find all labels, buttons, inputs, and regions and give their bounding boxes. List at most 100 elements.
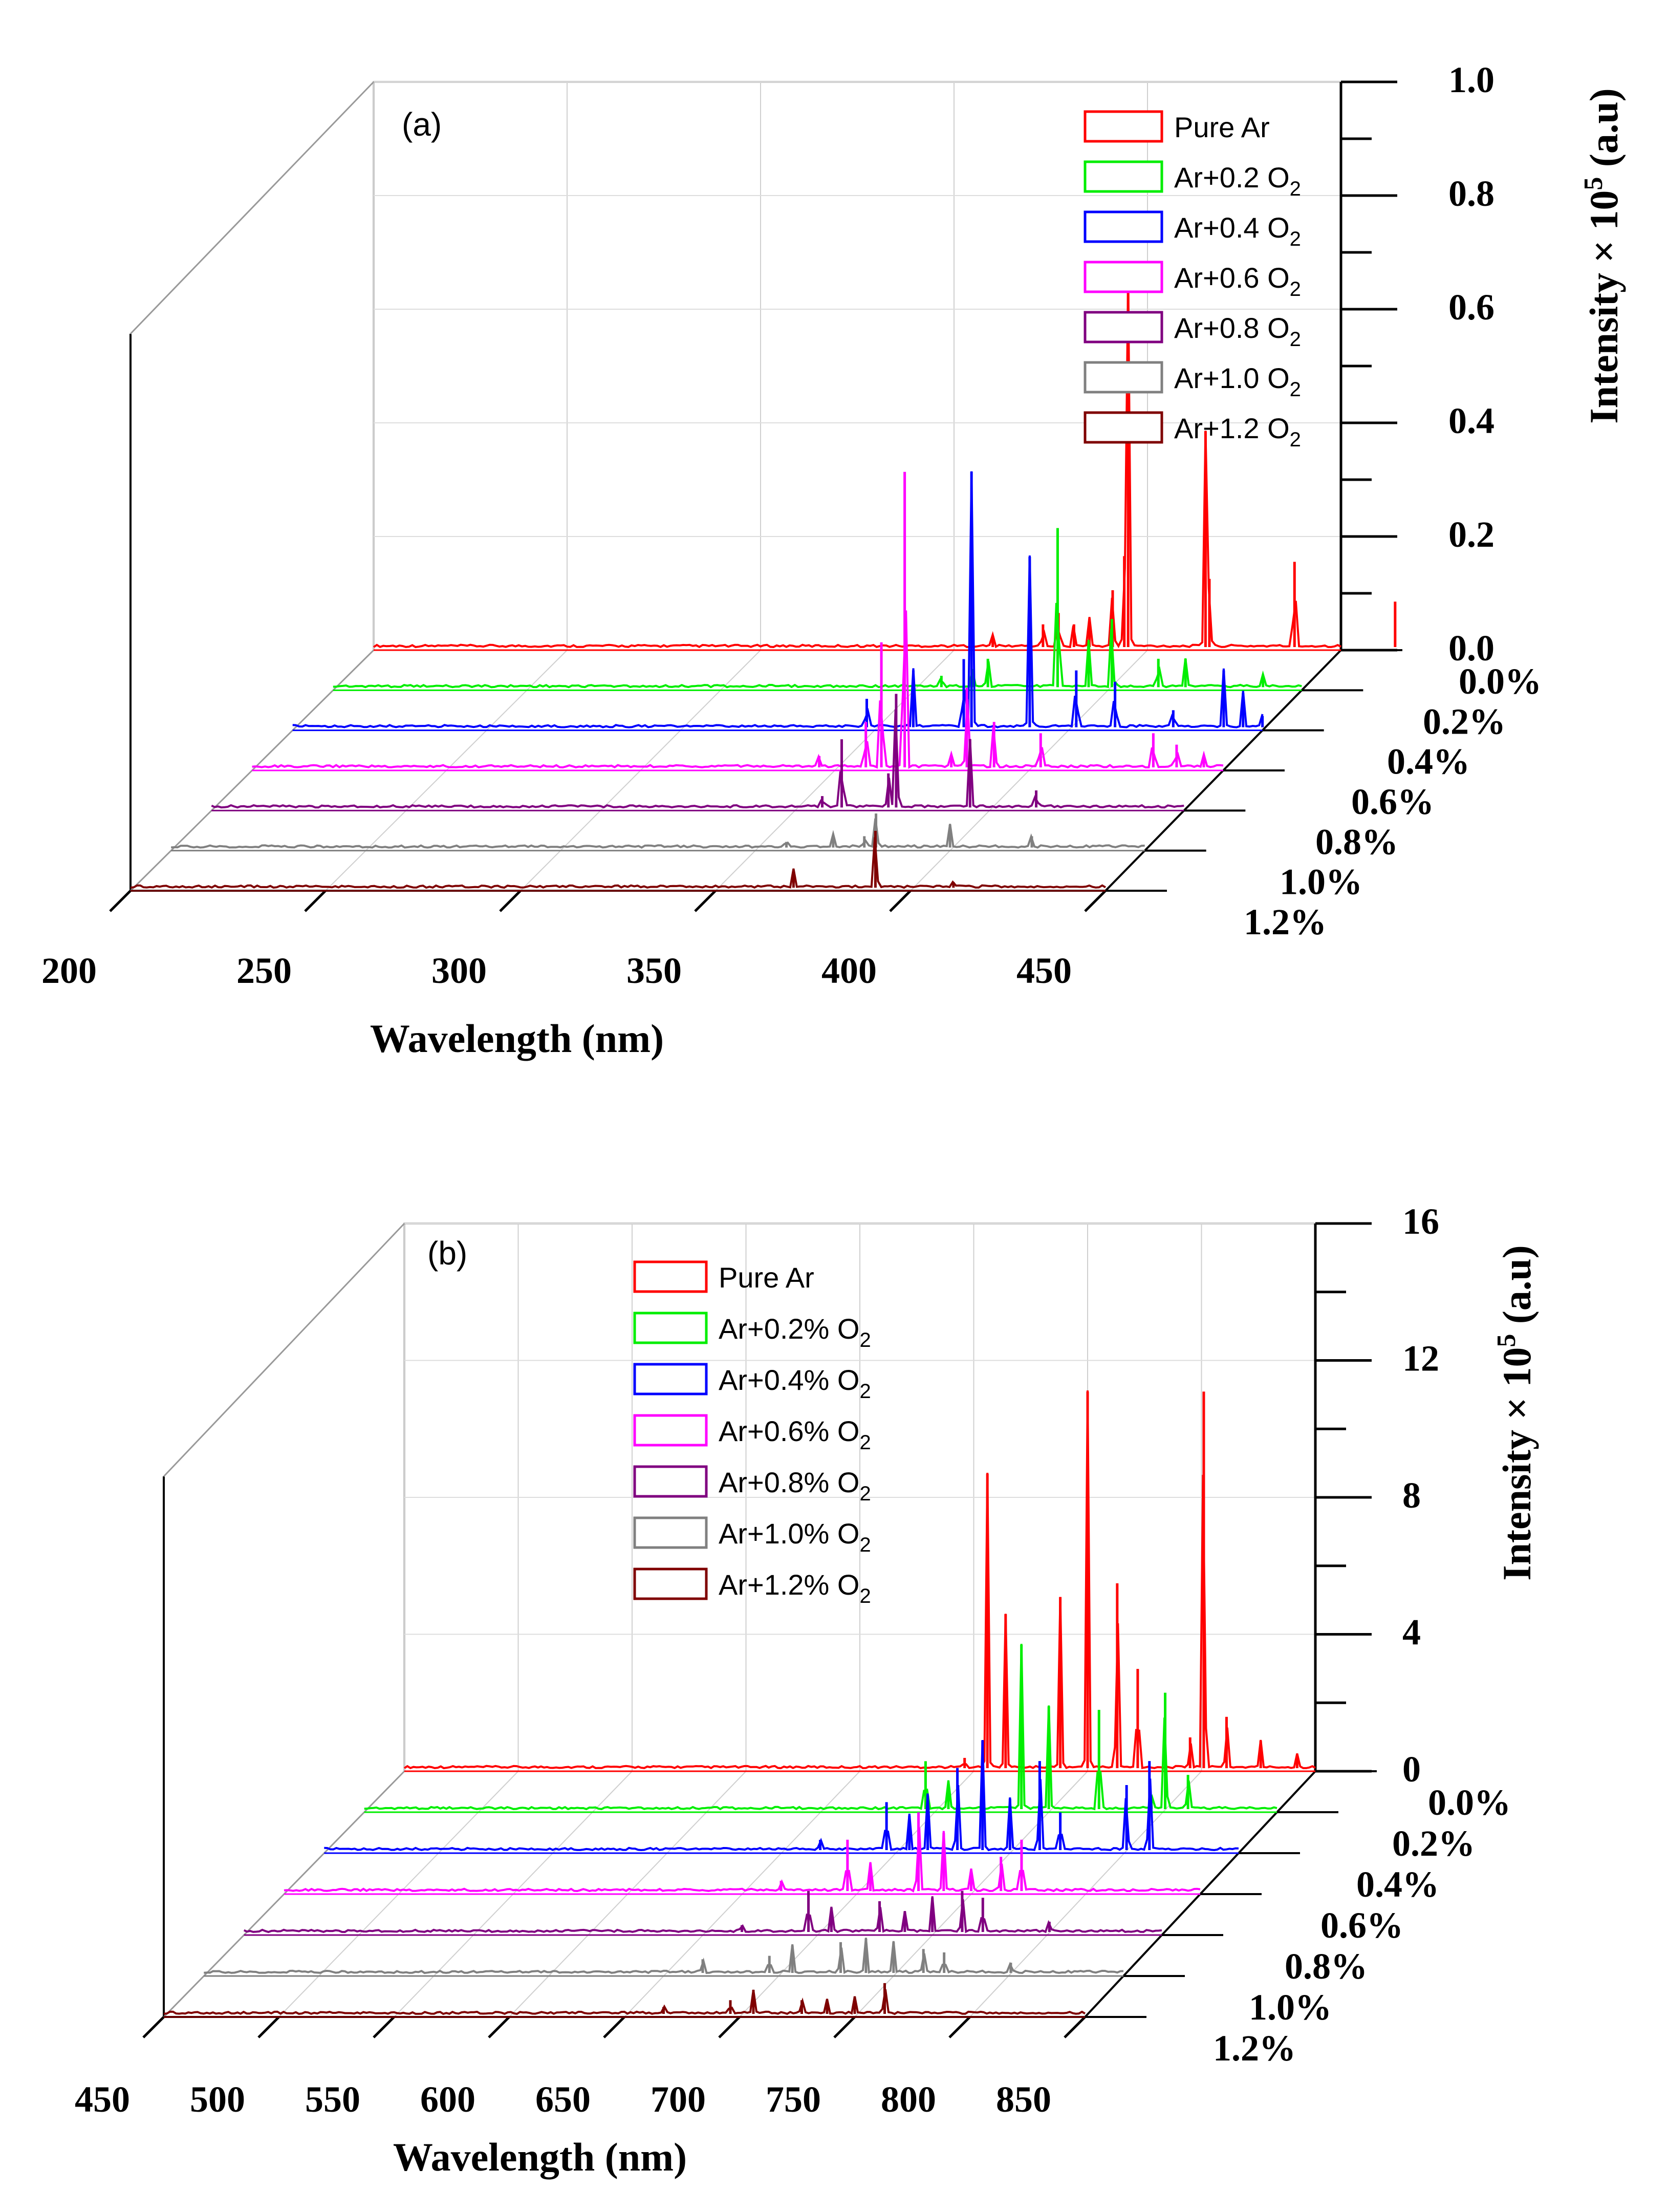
series-line (324, 1739, 1239, 1852)
z-tick-label: 1.0% (1280, 862, 1362, 903)
legend-label: Ar+0.4% O2 (719, 1364, 871, 1403)
z-tick-label: 1.2% (1244, 901, 1327, 942)
x-tick-label: 550 (305, 2079, 360, 2120)
z-tick-label: 1.0% (1249, 1987, 1332, 2028)
legend-label-sub: 2 (859, 1329, 871, 1351)
series-group (364, 1644, 1277, 1813)
series-group (130, 831, 1107, 892)
legend-label-main: Pure Ar (719, 1261, 814, 1294)
legend-swatch (1084, 210, 1163, 243)
legend-swatch (1084, 311, 1163, 343)
legend-swatch (1084, 361, 1163, 394)
legend-entry: Ar+0.2% O2 (633, 1312, 871, 1351)
x-tick (373, 2016, 395, 2038)
legend-label-sub: 2 (859, 1380, 871, 1403)
z-tick-label: 0.8% (1315, 821, 1398, 862)
left-wall-top (129, 81, 375, 335)
x-tick (833, 2016, 856, 2038)
x-tick-label: 650 (535, 2079, 591, 2120)
legend-entry: Ar+0.4% O2 (633, 1363, 871, 1403)
y-axis-title: Intensity × 105 (a.u) (1579, 88, 1626, 424)
legend-label-sub: 2 (1290, 328, 1301, 351)
legend-entry: Pure Ar (1084, 110, 1270, 143)
z-tick-label: 0.4% (1356, 1864, 1439, 1905)
legend-label-sub: 2 (859, 1585, 871, 1607)
y-tick-label: 0.8 (1448, 173, 1494, 214)
x-tick-label: 350 (626, 950, 682, 991)
series-line (364, 1644, 1277, 1811)
panel-a-chart: 200 250 300 350 400 450 Wavelength (nm) 0.0 0.2 0… (41, 59, 1626, 1061)
legend-label: Ar+0.6% O2 (719, 1415, 871, 1454)
x-tick (142, 2016, 165, 2038)
x-tick (948, 2016, 971, 2038)
x-tick-label: 700 (651, 2079, 706, 2120)
y-tick-label: 0.0 (1448, 628, 1494, 669)
y-tick-label: 0.2 (1448, 514, 1494, 555)
x-tick-label: 500 (190, 2079, 245, 2120)
x-tick (257, 2016, 280, 2038)
x-axis-title: Wavelength (nm) (393, 2135, 687, 2179)
series-group (211, 694, 1184, 811)
legend-label-main: Ar+0.8 O (1174, 312, 1290, 344)
x-tick-label: 450 (75, 2079, 130, 2120)
legend-label: Ar+0.2 O2 (1174, 161, 1301, 200)
z-tick-label: 1.2% (1213, 2028, 1296, 2069)
legend-entry: Ar+0.6% O2 (633, 1414, 871, 1454)
x-tick-label: 850 (996, 2079, 1051, 2120)
y-tick-label: 12 (1402, 1338, 1439, 1379)
axes-frame (109, 80, 1402, 912)
y-tick-label: 0.4 (1448, 400, 1494, 441)
legend-label-main: Ar+1.0% O (719, 1517, 859, 1550)
legend-label-sub: 2 (859, 1483, 871, 1505)
left-wall-top (163, 1222, 405, 1477)
legend-swatch (633, 1567, 708, 1600)
x-tick (694, 890, 717, 912)
x-tick (488, 2016, 510, 2038)
x-tick (1064, 2016, 1086, 2038)
z-tick-label: 0.0% (1428, 1782, 1511, 1823)
legend-swatch (633, 1516, 708, 1549)
legend-entry: Ar+1.0% O2 (633, 1516, 871, 1556)
legend-label-sub: 2 (859, 1534, 871, 1556)
legend-label-main: Ar+1.0 O (1174, 362, 1290, 394)
y-tick-label: 0.6 (1448, 287, 1494, 328)
series-group (284, 1812, 1201, 1895)
y-axis-title-unit: (a.u) (1494, 1245, 1539, 1334)
series-line (204, 1938, 1124, 1974)
legend-label: Ar+1.2 O2 (1174, 412, 1301, 451)
legend-label: Ar+0.8% O2 (719, 1466, 871, 1505)
legend-label: Ar+0.2% O2 (719, 1313, 871, 1351)
legend-swatch (1084, 261, 1163, 293)
series-group (204, 1938, 1124, 1977)
legend-swatch (633, 1260, 708, 1293)
x-tick-label: 800 (881, 2079, 936, 2120)
legend-swatch (1084, 160, 1163, 193)
y-axis-title: Intensity × 105 (a.u) (1492, 1245, 1539, 1581)
series-group (333, 528, 1302, 691)
legend-label: Ar+0.8 O2 (1174, 312, 1301, 351)
x-tick (603, 2016, 625, 2038)
legend-swatch (633, 1414, 708, 1447)
z-tick-label: 0.4% (1387, 741, 1470, 782)
legend-label-main: Ar+0.2% O (719, 1313, 859, 1345)
x-tick-label: 400 (821, 950, 877, 991)
legend-label-main: Ar+0.8% O (719, 1466, 859, 1498)
z-tick-label: 0.6% (1351, 781, 1434, 822)
legend-swatch (1084, 110, 1163, 143)
legend-label-main: Ar+0.6% O (719, 1415, 859, 1447)
z-tick-label: 0.0% (1459, 661, 1542, 702)
z-tick-label: 0.2% (1423, 701, 1506, 742)
series-group (171, 813, 1145, 852)
series-group (373, 276, 1397, 651)
legend-entry: Ar+1.0 O2 (1084, 361, 1301, 401)
series-line (243, 1896, 1162, 1934)
axes-frame (142, 1222, 1377, 2038)
legend-swatch (633, 1312, 708, 1344)
x-tick-label: 250 (236, 950, 292, 991)
y-tick-label: 1.0 (1448, 59, 1494, 100)
legend-label-sub: 2 (1290, 228, 1301, 250)
legend-entry: Pure Ar (633, 1260, 814, 1294)
legend-label-sub: 2 (859, 1431, 871, 1454)
